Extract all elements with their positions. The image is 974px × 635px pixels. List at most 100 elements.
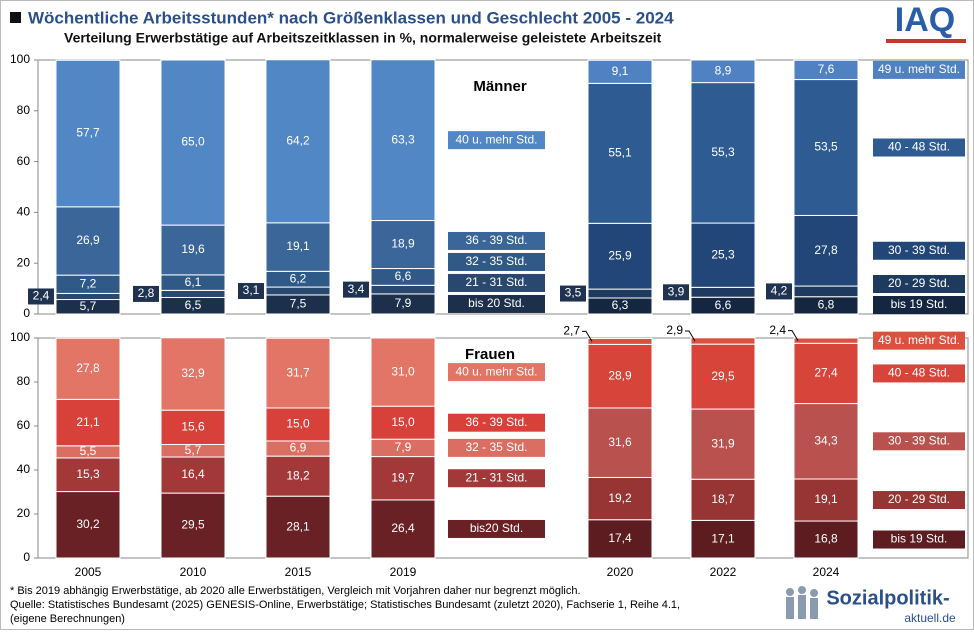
bar-segment <box>587 343 653 409</box>
x-tick-label: 2020 <box>607 565 634 579</box>
value-label: 19,1 <box>286 239 310 253</box>
value-label: 2,4 <box>33 289 50 303</box>
title-bullet <box>10 12 21 23</box>
value-label: 25,9 <box>608 248 632 262</box>
source: Quelle: Statistisches Bundesamt (2025) G… <box>10 599 680 611</box>
value-label: 6,5 <box>185 298 202 312</box>
value-label: 8,9 <box>715 63 732 77</box>
bar-segment <box>793 285 859 298</box>
legend-swatch <box>873 241 965 260</box>
bar-segment <box>690 337 756 345</box>
bar-segment <box>160 224 226 276</box>
bar-segment <box>793 214 859 287</box>
value-label: 3,5 <box>565 286 582 300</box>
x-tick-label: 2010 <box>180 565 207 579</box>
value-label: 6,6 <box>715 298 732 312</box>
y-tick-label: 60 <box>17 154 31 168</box>
y-tick-label: 60 <box>17 418 31 432</box>
bar-segment <box>587 59 653 84</box>
value-label: 26,9 <box>76 233 100 247</box>
bar-segment <box>55 491 121 559</box>
legend-label: bis 19 Std. <box>891 297 948 311</box>
legend-swatch <box>448 413 545 432</box>
value-label: 57,7 <box>76 126 100 140</box>
bar-segment <box>160 337 226 411</box>
bar-segment <box>690 59 756 84</box>
bar-segment <box>690 343 756 410</box>
value-label: 27,8 <box>814 243 838 257</box>
bar-segment <box>160 456 226 494</box>
bar-segment <box>55 292 121 301</box>
legend-label: 40 - 48 Std. <box>888 366 950 380</box>
legend-label: 40 u. mehr Std. <box>455 132 537 146</box>
value-label: 7,9 <box>395 440 412 454</box>
leader-line <box>582 330 593 342</box>
value-label: 5,7 <box>185 443 202 457</box>
value-label: 18,7 <box>711 492 735 506</box>
value-label: 32,9 <box>181 366 205 380</box>
value-label: 6,2 <box>290 271 307 285</box>
legend-label: 36 - 39 Std. <box>465 233 527 247</box>
legend-label: 21 - 31 Std. <box>465 470 527 484</box>
value-label: 2,9 <box>666 323 683 337</box>
bar-segment <box>587 476 653 521</box>
bar-segment <box>690 478 756 521</box>
value-label: 5,7 <box>80 299 97 313</box>
value-label: 16,8 <box>814 532 838 546</box>
value-label: 53,5 <box>814 140 838 154</box>
y-tick-label: 0 <box>23 550 30 564</box>
value-label: 21,1 <box>76 415 100 429</box>
value-label: 31,9 <box>711 436 735 450</box>
brand: aktuell.de <box>904 611 956 625</box>
value-label: 19,7 <box>391 470 415 484</box>
legend-swatch <box>448 469 545 488</box>
value-label: 3,1 <box>243 283 260 297</box>
value-label: 55,3 <box>711 145 735 159</box>
value-label: 6,9 <box>290 441 307 455</box>
bar-segment <box>587 337 653 345</box>
value-label: 5,5 <box>80 444 97 458</box>
bar-segment <box>587 222 653 290</box>
value-label: 6,8 <box>818 298 835 312</box>
bar-segment <box>690 82 756 224</box>
value-label: 2,4 <box>769 323 786 337</box>
value-label: 31,0 <box>391 364 415 378</box>
value-label: 18,2 <box>286 468 310 482</box>
y-tick-label: 100 <box>10 330 30 344</box>
brand: Sozialpolitik- <box>826 587 949 609</box>
bar-segment <box>370 220 436 270</box>
value-label: 55,1 <box>608 146 632 160</box>
bar-segment <box>793 337 859 344</box>
bar-segment <box>265 59 331 224</box>
bar-segment <box>55 398 121 447</box>
bar-segment <box>587 82 653 224</box>
chart-subtitle: Verteilung Erwerbstätige auf Arbeitszeit… <box>64 30 662 46</box>
legend-swatch <box>873 138 965 157</box>
panel-label: Männer <box>473 78 527 95</box>
value-label: 15,0 <box>391 415 415 429</box>
label-box <box>343 281 369 298</box>
bar-segment <box>370 499 436 559</box>
bar-segment <box>55 457 121 493</box>
bar-segment <box>370 337 436 407</box>
bar-segment <box>793 59 859 81</box>
legend-label: 36 - 39 Std. <box>465 415 527 429</box>
label-box <box>28 288 54 305</box>
leader-line <box>685 330 696 342</box>
y-tick-label: 40 <box>17 462 31 476</box>
bar-segment <box>55 337 121 400</box>
panel-label: Frauen <box>465 346 515 363</box>
legend-swatch <box>873 275 965 293</box>
value-label: 3,4 <box>348 282 365 296</box>
value-label: 65,0 <box>181 135 205 149</box>
value-label: 18,9 <box>391 237 415 251</box>
value-label: 7,5 <box>290 297 307 311</box>
brand-figures <box>786 586 818 619</box>
x-tick-label: 2024 <box>813 565 840 579</box>
value-label: 28,9 <box>608 368 632 382</box>
value-label: 27,8 <box>76 361 100 375</box>
legend-label: 30 - 39 Std. <box>888 433 950 447</box>
legend-swatch <box>873 60 965 79</box>
value-label: 7,2 <box>80 276 97 290</box>
